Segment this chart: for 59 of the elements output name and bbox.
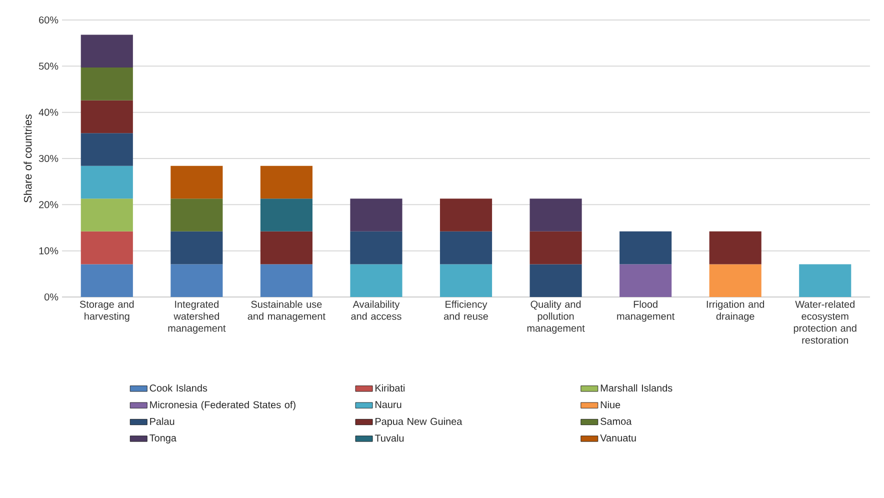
bar (80, 264, 133, 297)
bar (440, 198, 492, 232)
bar (80, 100, 133, 134)
bar (260, 166, 312, 199)
bar (440, 264, 492, 297)
y-tick-label: 10% (39, 247, 58, 254)
x-tick-label: Water-related ecosystem protection and restoration (794, 300, 856, 344)
bar (709, 231, 762, 264)
bar (620, 264, 672, 297)
x-tick-label: Quality and pollution management (527, 300, 585, 334)
legend-label: Samoa (600, 418, 632, 425)
bar (80, 198, 133, 232)
y-tick-label: 30% (38, 154, 58, 162)
bar (170, 198, 223, 232)
bar (620, 231, 672, 264)
bar (350, 198, 402, 232)
legend-label: Papua New Guinea (376, 418, 462, 427)
x-tick-label: Flood management (617, 300, 675, 322)
legend-label: Niue (600, 400, 620, 408)
x-tick-label: Availability and access (351, 300, 402, 320)
bar (350, 231, 402, 264)
y-tick-label: 40% (38, 108, 58, 116)
bar (80, 166, 133, 199)
bar (530, 198, 582, 232)
y-tick-label: 20% (39, 201, 58, 208)
y-tick-label: 50% (38, 62, 58, 70)
bar (80, 34, 133, 68)
legend-label: Kiribati (376, 384, 404, 392)
bar (170, 166, 223, 199)
bar (440, 231, 492, 264)
bar (350, 264, 402, 297)
y-axis-title: Share of countries (24, 114, 32, 202)
bar (170, 231, 223, 264)
bar (80, 231, 133, 264)
legend-label: Tuvalu (374, 434, 404, 442)
bar (170, 264, 223, 297)
bar (530, 264, 582, 297)
x-tick-label: Irrigation and drainage (706, 300, 764, 322)
y-tick-label: 0% (44, 293, 58, 301)
x-tick-label: Integrated watershed management (168, 300, 226, 334)
legend-label: Tonga (150, 434, 176, 444)
legend-label: Marshall Islands (600, 384, 672, 392)
legend-label: Palau (150, 418, 174, 425)
bar (80, 68, 133, 100)
bar (80, 133, 133, 166)
legend-label: Micronesia (Federated States of) (150, 400, 296, 410)
bar (530, 231, 582, 264)
x-tick-label: Sustainable use and management (248, 300, 326, 322)
x-tick-label: Efficiency and reuse (444, 300, 488, 320)
bar (260, 264, 312, 297)
bar (709, 264, 762, 297)
bar (260, 231, 312, 264)
bar (260, 198, 312, 232)
legend-label: Nauru (376, 401, 402, 408)
legend-label: Vanuatu (600, 434, 636, 442)
y-tick-label: 60% (39, 16, 58, 24)
legend-label: Cook Islands (150, 384, 208, 392)
x-tick-label: Storage and harvesting (80, 300, 134, 322)
bar (799, 264, 852, 297)
